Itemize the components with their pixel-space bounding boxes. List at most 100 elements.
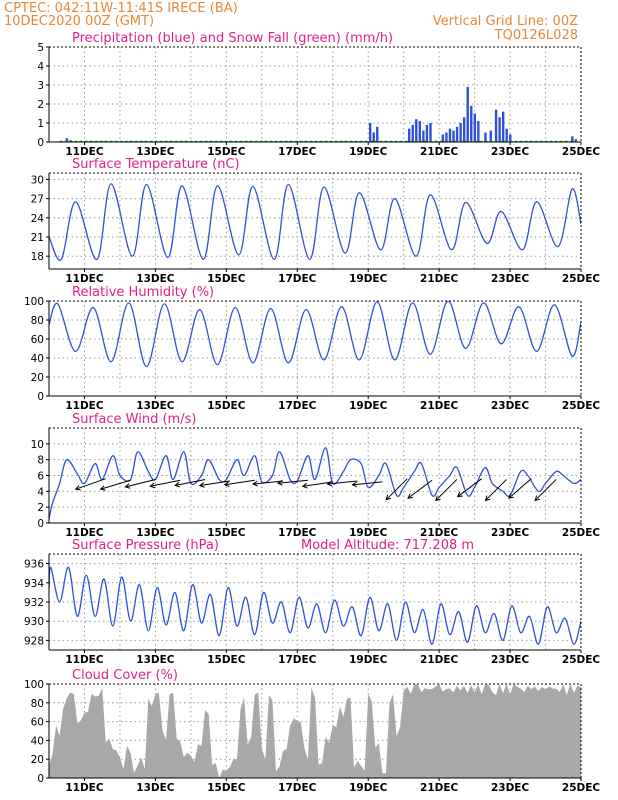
y-tick-label: 2	[37, 502, 44, 514]
y-tick-label: 936	[24, 559, 44, 571]
y-tick-label: 40	[31, 353, 44, 365]
wind-arrow-head	[301, 482, 308, 489]
wind-arrow-head	[99, 485, 106, 491]
x-tick-label: 11DEC	[65, 782, 104, 794]
wind-arrow-head	[407, 493, 414, 499]
x-tick-label: 17DEC	[278, 400, 317, 412]
x-tick-label: 23DEC	[491, 527, 530, 539]
x-tick-label: 19DEC	[349, 400, 388, 412]
humidity-panel: Relative Humidity (%) 0 20 40 60 80 100 11DEC 13…	[24, 285, 600, 412]
precipitation-bar	[368, 123, 372, 142]
y-tick-label: 1	[37, 118, 44, 130]
precipitation-bar	[448, 128, 452, 142]
y-tick-label: 0	[37, 137, 44, 149]
y-tick-label: 3	[37, 80, 44, 92]
precipitation-bar	[415, 119, 418, 142]
wind-arrow-head	[198, 482, 205, 488]
y-tick-label: 20	[31, 754, 44, 766]
x-tick-label: 23DEC	[491, 654, 530, 666]
x-tick-label: 15DEC	[207, 146, 246, 158]
x-tick-label: 21DEC	[420, 146, 459, 158]
y-tick-label: 934	[24, 578, 44, 590]
wind-arrow-head	[385, 494, 392, 501]
x-tick-label: 23DEC	[491, 146, 530, 158]
x-tick-label: 17DEC	[278, 527, 317, 539]
precipitation-bar	[407, 128, 411, 142]
y-tick-label: 18	[31, 251, 44, 263]
wind-arrow-head	[124, 483, 131, 489]
y-tick-label: 100	[24, 679, 44, 691]
y-tick-label: 0	[37, 391, 44, 403]
precipitation-bar	[494, 109, 498, 142]
pressure-title: Surface Pressure (hPa)	[72, 538, 219, 553]
precipitation-bar	[441, 134, 445, 142]
precipitation-bar	[429, 123, 432, 142]
x-tick-label: 23DEC	[491, 273, 530, 285]
wind-arrow	[435, 479, 458, 501]
temperature-line	[49, 183, 581, 261]
humidity-line	[49, 301, 581, 368]
model-altitude-label: Model Altitude: 717.208 m	[301, 538, 474, 553]
y-tick-label: 80	[31, 698, 44, 710]
wind-arrow	[125, 478, 156, 488]
wind-arrow	[224, 479, 255, 486]
precipitation-bar	[459, 123, 462, 142]
wind-arrow-head	[484, 495, 491, 502]
cloud-cover-area	[49, 684, 581, 778]
x-tick-label: 25DEC	[562, 146, 601, 158]
y-tick-label: 21	[31, 232, 44, 244]
x-tick-label: 19DEC	[349, 146, 388, 158]
wind-title: Surface Wind (m/s)	[72, 412, 196, 427]
x-tick-label: 23DEC	[491, 400, 530, 412]
y-tick-label: 0	[37, 518, 44, 530]
y-tick-label: 40	[31, 735, 44, 747]
wind-arrow	[302, 481, 333, 487]
wind-arrow	[174, 478, 206, 486]
y-tick-label: 4	[37, 61, 44, 73]
y-tick-label: 5	[37, 42, 44, 54]
y-tick-label: 8	[37, 455, 44, 467]
model-code: TQ0126L028	[494, 28, 578, 43]
precipitation-panel: Precipitation (blue) and Snow Fall (gree…	[37, 31, 600, 158]
x-tick-label: 19DEC	[349, 654, 388, 666]
x-tick-label: 11DEC	[65, 273, 104, 285]
precipitation-bar	[571, 136, 574, 142]
wind-arrow	[508, 478, 532, 499]
wind-arrow-head	[174, 481, 180, 488]
precipitation-bar	[505, 128, 508, 142]
x-tick-label: 25DEC	[562, 654, 601, 666]
wind-arrow-head	[276, 480, 283, 486]
panels: Precipitation (blue) and Snow Fall (gree…	[24, 31, 600, 794]
x-tick-label: 21DEC	[420, 782, 459, 794]
precipitation-bar	[425, 124, 429, 142]
wind-arrow	[100, 479, 131, 490]
precipitation-bar	[452, 130, 455, 142]
wind-arrow-head	[508, 493, 514, 499]
y-tick-label: 60	[31, 334, 44, 346]
precipitation-bar	[422, 130, 425, 142]
x-tick-label: 11DEC	[65, 400, 104, 412]
humidity-frame	[48, 300, 582, 397]
x-tick-label: 13DEC	[136, 527, 175, 539]
pressure-panel: Surface Pressure (hPa) Model Altitude: 71…	[24, 538, 600, 666]
x-tick-label: 25DEC	[562, 527, 601, 539]
x-tick-label: 15DEC	[207, 400, 246, 412]
cloud-cover-panel: Cloud Cover (%) 0 20 40 60 80 100 11DEC 13DEC 15D…	[24, 668, 600, 794]
wind-arrow	[150, 479, 181, 487]
x-tick-label: 25DEC	[562, 400, 601, 412]
temperature-frame	[48, 172, 582, 270]
x-tick-label: 21DEC	[420, 527, 459, 539]
precipitation-bar	[574, 139, 578, 142]
wind-arrow-head	[149, 482, 156, 489]
y-tick-label: 30	[31, 174, 44, 186]
station-header: CPTEC: 042:11W-11:41S IRECE (BA)	[4, 1, 238, 16]
precipitation-bar	[411, 124, 414, 142]
y-tick-label: 100	[24, 296, 44, 308]
y-tick-label: 20	[31, 372, 44, 384]
run-date-header: 10DEC2020 00Z (GMT)	[4, 14, 154, 29]
x-tick-label: 13DEC	[136, 782, 175, 794]
temperature-panel: Surface Temperature (nC) 18 21 24 27 30 11DEC 1…	[31, 157, 601, 285]
y-tick-label: 930	[24, 616, 44, 628]
wind-arrow	[327, 480, 358, 485]
